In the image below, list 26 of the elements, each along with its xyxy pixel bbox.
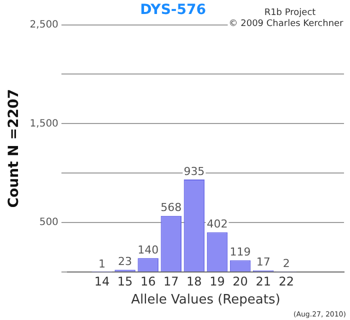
x-tick-label: 19 (210, 274, 225, 288)
text: R1b Project (264, 8, 316, 18)
data-label: 1 (98, 257, 106, 270)
data-label: 568 (160, 201, 182, 214)
data-label: 935 (184, 164, 205, 178)
y-tick-label: 500 (39, 217, 58, 228)
data-label: 119 (230, 246, 251, 259)
x-tick-label: 18 (186, 274, 202, 288)
data-label: 17 (256, 256, 270, 269)
x-tick-label: 21 (256, 274, 271, 288)
chart-title: DYS-576 (140, 2, 206, 18)
y-axis-title: Count N =2207 (6, 89, 22, 208)
y-tick-label: 2,500 (30, 19, 58, 30)
x-tick-label: 20 (232, 274, 248, 288)
data-label: 402 (206, 218, 228, 231)
y-tick-label: 1,500 (30, 118, 58, 130)
x-axis-title: Allele Values (Repeats) (131, 292, 280, 308)
data-label: 2 (282, 257, 290, 270)
x-tick-label: 15 (117, 274, 133, 288)
x-tick-label: 14 (94, 274, 110, 288)
x-tick-label: 22 (278, 274, 294, 288)
x-tick-label: 16 (140, 274, 156, 288)
data-label: 140 (138, 244, 159, 257)
x-tick-label: 17 (164, 274, 179, 288)
data-label: 23 (118, 255, 132, 268)
annotation: © 2009 Charles Kerchner (228, 18, 344, 29)
